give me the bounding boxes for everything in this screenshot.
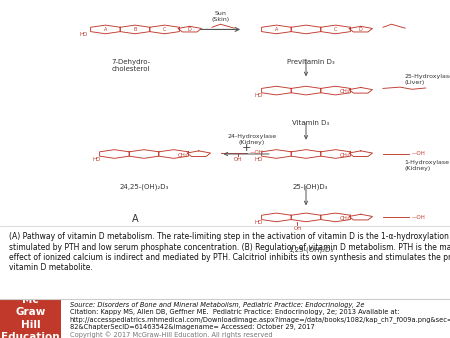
Text: Source: Disorders of Bone and Mineral Metabolism, Pediatric Practice: Endocrinol: Source: Disorders of Bone and Mineral Me…	[70, 302, 364, 308]
Text: Vitamin D₃: Vitamin D₃	[292, 120, 329, 126]
Text: C: C	[334, 27, 337, 32]
Text: OH: OH	[293, 226, 302, 231]
Text: OH: OH	[234, 157, 242, 162]
Text: Sun
(Skin): Sun (Skin)	[212, 11, 230, 22]
Text: 24-Hydroxylase
(Kidney): 24-Hydroxylase (Kidney)	[227, 134, 277, 145]
Text: CH₃: CH₃	[340, 216, 350, 221]
Text: CH₃: CH₃	[340, 89, 350, 94]
Text: D: D	[188, 27, 192, 32]
Text: 24,25-(OH)₂D₃: 24,25-(OH)₂D₃	[119, 184, 169, 190]
Text: 1-Hydroxylase
(Kidney): 1-Hydroxylase (Kidney)	[405, 160, 450, 171]
Text: 25-Hydroxylase
(Liver): 25-Hydroxylase (Liver)	[405, 74, 450, 84]
Bar	[0, 299, 61, 338]
Text: http://accesspediatrics.mhmedical.com/Downloadimage.aspx?image=/data/books/1082/: http://accesspediatrics.mhmedical.com/Do…	[70, 317, 450, 323]
Text: B: B	[133, 27, 137, 32]
Text: CH₃: CH₃	[340, 153, 350, 158]
Text: Mc
Graw
Hill
Education: Mc Graw Hill Education	[1, 295, 60, 338]
Text: A: A	[275, 27, 278, 32]
Text: (A) Pathway of vitamin D metabolism. The rate-limiting step in the activation of: (A) Pathway of vitamin D metabolism. The…	[9, 232, 450, 272]
Text: A: A	[104, 27, 107, 32]
Text: +: +	[242, 143, 251, 153]
Text: —OH: —OH	[250, 150, 264, 155]
Text: 1,25-(OH)₂D₃: 1,25-(OH)₂D₃	[288, 247, 333, 254]
Text: D: D	[359, 27, 363, 32]
Text: HO: HO	[254, 220, 263, 225]
Text: Citation: Kappy MS, Allen DB, Geffner ME.  Pediatric Practice: Endocrinology, 2e: Citation: Kappy MS, Allen DB, Geffner ME…	[70, 309, 399, 315]
Text: HO: HO	[92, 157, 101, 162]
Text: A: A	[132, 214, 138, 224]
Text: Copyright © 2017 McGraw-Hill Education. All rights reserved: Copyright © 2017 McGraw-Hill Education. …	[70, 331, 272, 338]
Text: Previtamin D₃: Previtamin D₃	[287, 59, 334, 65]
Text: HO: HO	[254, 93, 263, 98]
Text: 25-(OH)D₃: 25-(OH)D₃	[293, 184, 328, 190]
Text: —OH: —OH	[412, 151, 426, 156]
Text: HO: HO	[80, 32, 88, 37]
Text: 7-Dehydro-
cholesterol: 7-Dehydro- cholesterol	[111, 59, 150, 72]
Text: —OH: —OH	[412, 215, 426, 220]
Text: 82&ChapterSecID=61463542&imagename= Accessed: October 29, 2017: 82&ChapterSecID=61463542&imagename= Acce…	[70, 324, 315, 330]
Text: HO: HO	[254, 157, 263, 162]
Text: C: C	[163, 27, 166, 32]
Text: CH₃: CH₃	[178, 153, 189, 158]
